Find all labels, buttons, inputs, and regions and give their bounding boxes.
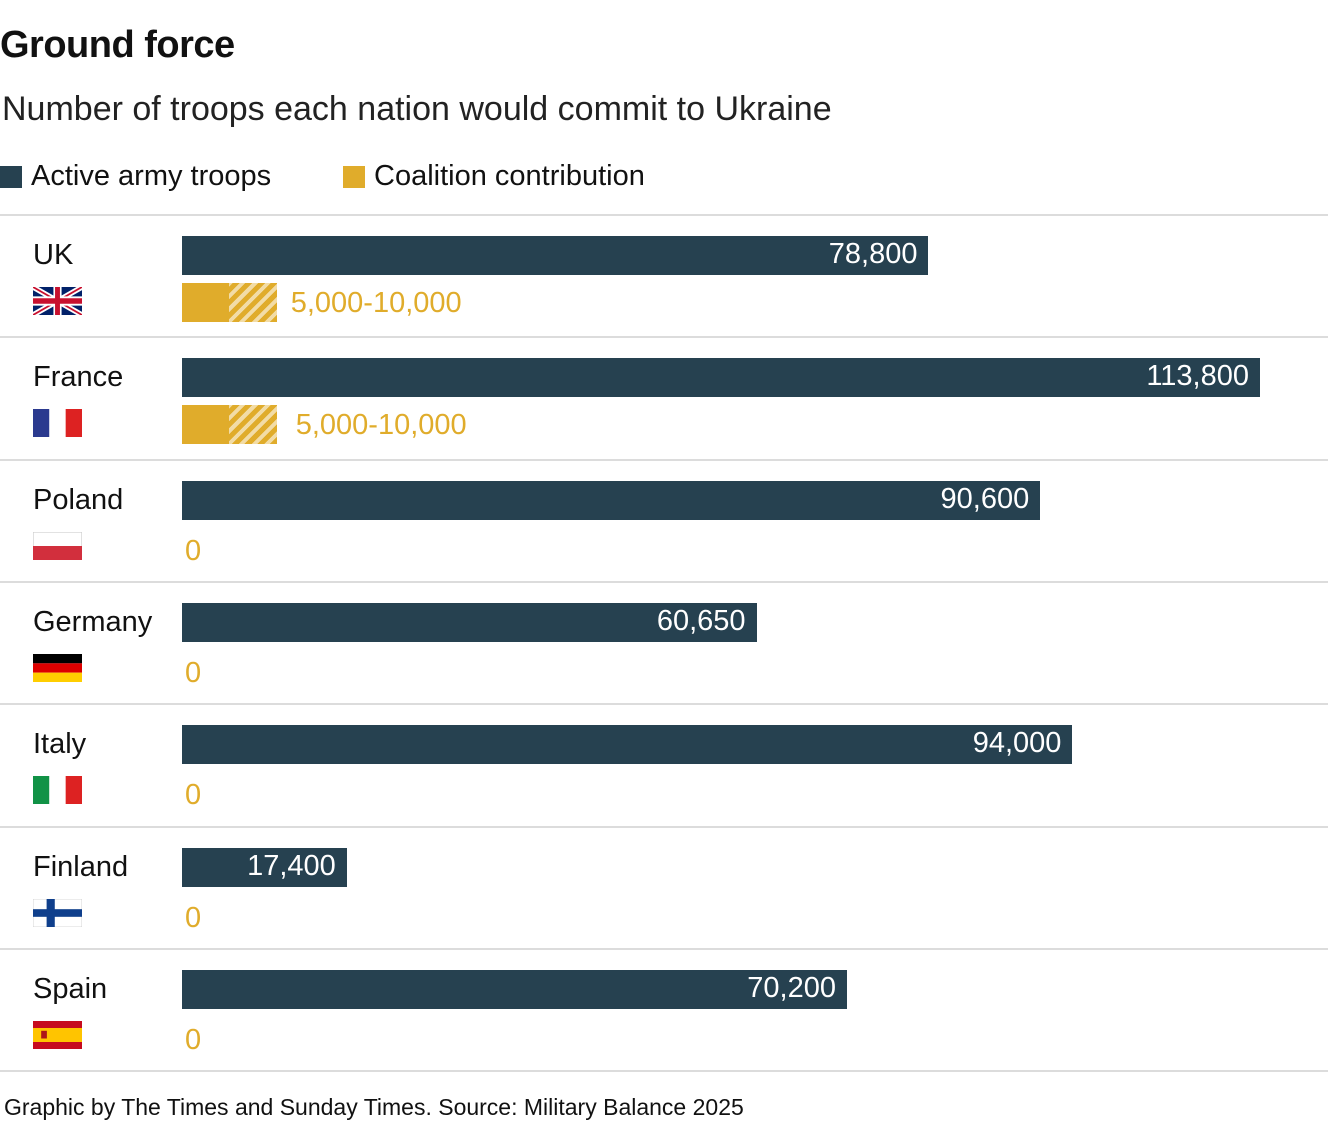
bar-active-finland: 17,400 <box>182 847 347 887</box>
bar-value-label: 60,650 <box>656 604 746 637</box>
bar-active-germany: 60,650 <box>182 602 757 642</box>
divider <box>0 825 1328 828</box>
country-label: Italy <box>33 728 87 761</box>
bar-value-label: 78,800 <box>828 238 918 270</box>
chart-title: Ground force <box>0 24 235 66</box>
bar-active-poland: 90,600 <box>182 480 1041 520</box>
bar-coalition-range-france <box>229 405 277 445</box>
bar-coalition-min-france <box>182 405 230 445</box>
country-label: UK <box>33 239 74 271</box>
coalition-value-label: 5,000-10,000 <box>290 287 462 319</box>
bar-value-label: 113,800 <box>1146 360 1249 393</box>
country-label: Poland <box>33 483 124 516</box>
coalition-value-label: 0 <box>185 779 202 812</box>
legend-item-active: Active army troops <box>0 160 271 193</box>
italy-flag-icon <box>33 776 82 805</box>
bar-value-label: 94,000 <box>972 727 1062 760</box>
divider <box>0 1070 1328 1073</box>
country-label: France <box>33 361 124 394</box>
bar-value-label: 70,200 <box>747 971 836 1004</box>
bar-value-label: 17,400 <box>247 849 336 882</box>
divider <box>0 214 1328 216</box>
legend-label-coalition: Coalition contribution <box>374 160 645 192</box>
chart-subtitle: Number of troops each nation would commi… <box>2 90 832 128</box>
bar-value-label: 90,600 <box>940 482 1030 515</box>
germany-flag-icon <box>33 653 82 682</box>
bar-active-uk: 78,800 <box>182 236 929 275</box>
bar-active-italy: 94,000 <box>182 725 1073 765</box>
country-label: Spain <box>33 972 108 1005</box>
country-label: Finland <box>33 850 129 883</box>
legend-label-active: Active army troops <box>31 160 272 192</box>
divider <box>0 336 1328 339</box>
coalition-value-label: 5,000-10,000 <box>295 409 467 442</box>
divider <box>0 947 1328 950</box>
legend-swatch-coalition <box>343 165 365 188</box>
divider <box>0 458 1328 461</box>
coalition-value-label: 0 <box>185 1023 202 1056</box>
poland-flag-icon <box>32 531 83 561</box>
bar-coalition-min-uk <box>182 283 230 322</box>
finland-flag-icon <box>32 898 83 927</box>
country-label: Germany <box>33 605 153 638</box>
legend-swatch-active <box>0 165 22 188</box>
coalition-value-label: 0 <box>185 534 202 567</box>
legend-item-coalition: Coalition contribution <box>343 160 645 193</box>
spain-flag-icon <box>33 1020 82 1049</box>
coalition-value-label: 0 <box>185 901 202 934</box>
france-flag-icon <box>33 409 82 438</box>
bar-coalition-range-uk <box>229 283 277 322</box>
divider <box>0 703 1328 706</box>
uk-flag-icon <box>31 284 84 318</box>
source-note: Graphic by The Times and Sunday Times. S… <box>4 1094 744 1120</box>
bar-active-france: 113,800 <box>182 358 1260 398</box>
coalition-value-label: 0 <box>185 656 202 689</box>
bar-active-spain: 70,200 <box>182 969 847 1009</box>
divider <box>0 580 1328 583</box>
